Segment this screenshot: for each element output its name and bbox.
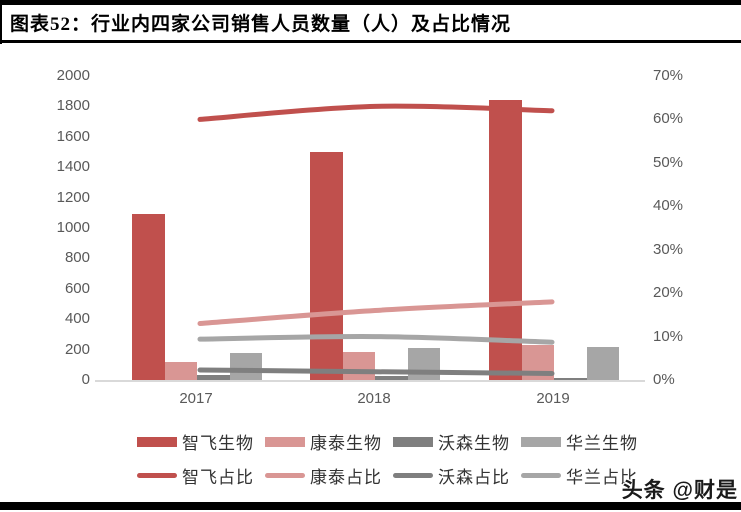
right-axis-tick: 0% (653, 371, 675, 388)
figure-title-banner: 图表52：行业内四家公司销售人员数量（人）及占比情况 (0, 0, 741, 44)
left-axis-tick: 1000 (56, 219, 90, 236)
legend-item-智飞生物: 智飞生物 (137, 429, 254, 454)
legend-label: 康泰生物 (310, 434, 382, 453)
bar-康泰生物-2019 (521, 345, 554, 380)
legend-row-bars: 智飞生物 康泰生物 沃森生物 华兰生物 (137, 429, 649, 454)
legend-swatch-康泰占比 (265, 473, 305, 478)
legend-swatch-沃森占比 (393, 473, 433, 478)
bar-华兰生物-2017 (229, 352, 262, 380)
x-axis-line (95, 380, 645, 382)
right-axis-tick: 10% (653, 327, 684, 345)
legend-label: 华兰占比 (566, 468, 638, 487)
bar-沃森生物-2019 (554, 377, 587, 380)
legend-label: 沃森生物 (438, 434, 510, 453)
figure-title: 图表52：行业内四家公司销售人员数量（人）及占比情况 (10, 14, 512, 35)
bar-康泰生物-2017 (164, 361, 197, 380)
legend-item-沃森占比: 沃森占比 (393, 463, 510, 488)
legend-item-康泰占比: 康泰占比 (265, 463, 382, 488)
bar-智飞生物-2019 (489, 100, 522, 380)
watermark: 头条 @财是 (621, 479, 738, 502)
legend-label: 华兰生物 (566, 434, 638, 453)
legend-swatch-华兰占比 (521, 473, 561, 478)
bar-智飞生物-2017 (132, 214, 165, 380)
left-axis-tick: 400 (64, 310, 90, 328)
right-axis-tick: 20% (653, 284, 684, 302)
legend-label: 沃森占比 (438, 468, 510, 487)
legend-item-康泰生物: 康泰生物 (265, 429, 382, 454)
right-axis-tick: 40% (653, 197, 684, 215)
x-axis-label-2018: 2018 (357, 390, 391, 407)
right-axis-tick: 50% (653, 153, 684, 171)
left-axis-tick: 0 (81, 371, 90, 388)
legend-swatch-华兰生物 (521, 436, 561, 447)
left-axis-tick: 800 (64, 249, 90, 267)
legend-swatch-智飞生物 (137, 436, 177, 447)
left-axis-tick: 600 (64, 279, 90, 297)
banner-left-rule (0, 0, 2, 44)
legend-row-lines: 智飞占比 康泰占比 沃森占比 华兰占比 (137, 463, 649, 488)
right-axis-tick: 60% (653, 110, 684, 128)
ratio-lines (197, 103, 555, 376)
chart-plot-area: 2000 1800 1600 1400 1200 1000 800 600 400 200 0 70… (0, 44, 741, 408)
legend-label: 智飞生物 (182, 434, 254, 453)
banner-bottom-rule (0, 40, 741, 43)
x-axis-label-2019: 2019 (536, 390, 570, 407)
left-axis-tick: 1600 (56, 127, 90, 145)
legend-item-华兰占比: 华兰占比 (521, 463, 638, 488)
left-axis-tick: 1400 (56, 158, 90, 176)
legend-swatch-沃森生物 (393, 436, 433, 447)
legend-item-沃森生物: 沃森生物 (393, 429, 510, 454)
bar-沃森生物-2018 (375, 376, 408, 380)
right-axis-tick: 70% (653, 67, 684, 84)
bar-华兰生物-2018 (407, 348, 440, 380)
bar-沃森生物-2017 (197, 374, 230, 380)
left-axis-tick: 200 (64, 340, 90, 358)
legend-label: 康泰占比 (310, 468, 382, 487)
legend-label: 智飞占比 (182, 468, 254, 487)
legend-item-华兰生物: 华兰生物 (521, 429, 638, 454)
left-axis-tick: 1200 (56, 188, 90, 206)
figure-bottom-rule (0, 502, 741, 510)
left-axis-tick: 1800 (56, 97, 90, 115)
left-axis-tick: 2000 (56, 67, 90, 84)
right-axis-tick: 30% (653, 240, 684, 258)
legend-swatch-康泰生物 (265, 436, 305, 447)
banner-top-rule (0, 0, 741, 5)
bar-康泰生物-2018 (342, 351, 375, 380)
bar-智飞生物-2018 (310, 152, 343, 380)
bar-华兰生物-2019 (586, 347, 619, 380)
legend-item-智飞占比: 智飞占比 (137, 463, 254, 488)
x-axis-label-2017: 2017 (179, 390, 213, 407)
legend-swatch-智飞占比 (137, 473, 177, 478)
